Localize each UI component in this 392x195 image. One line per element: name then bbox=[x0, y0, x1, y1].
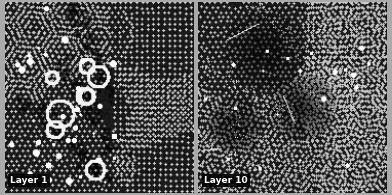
Text: Layer 10: Layer 10 bbox=[204, 176, 248, 185]
Text: Layer 1: Layer 1 bbox=[10, 176, 48, 185]
